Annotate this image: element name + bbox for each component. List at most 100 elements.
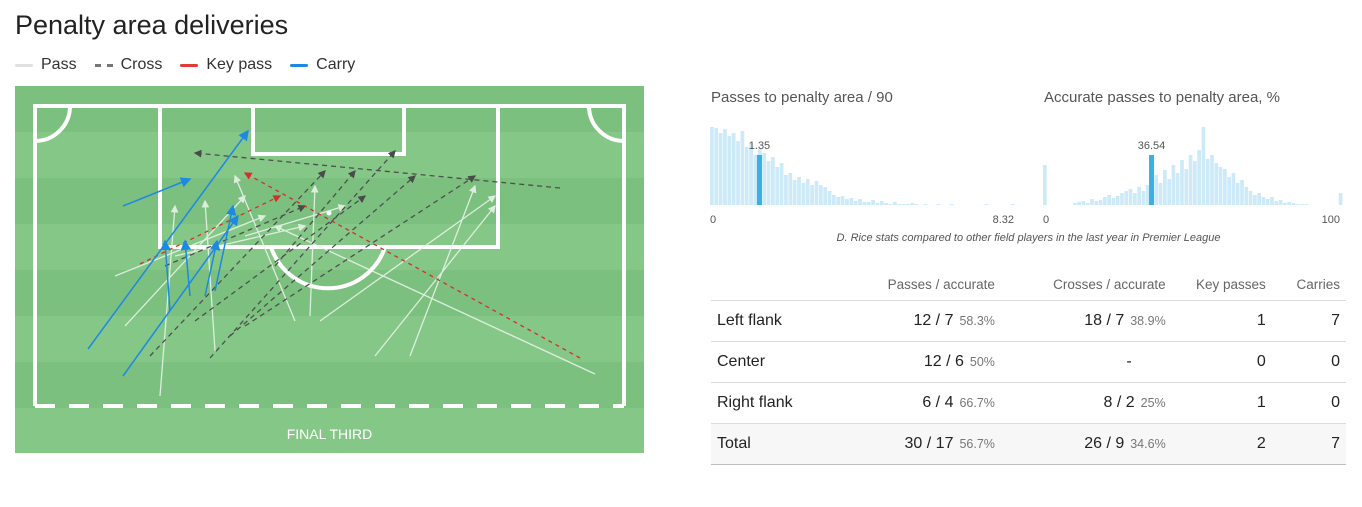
hist-bar [1158, 183, 1163, 205]
hist1-title: Passes to penalty area / 90 [711, 89, 893, 106]
hist-bar [1210, 155, 1214, 205]
passes-value: 6 / 4 [922, 394, 954, 411]
table-row: Left flank 12 / 7 58.3% 18 / 7 38.9% 1 7 [711, 300, 1346, 342]
crosses-cell: 26 / 9 34.6% [1000, 423, 1172, 465]
hist-bar [1205, 159, 1210, 205]
hist-bar [1128, 189, 1133, 205]
passes-pct: 66.7% [959, 396, 995, 410]
hist-bar [1115, 196, 1120, 205]
key-passes-cell: 0 [1171, 341, 1272, 383]
passes-cell: 12 / 6 50% [850, 341, 1001, 383]
legend-item-carry[interactable]: Carry [290, 56, 355, 74]
hist-bar [936, 204, 941, 205]
passes-cell: 12 / 7 58.3% [850, 300, 1001, 342]
legend-item-key-pass[interactable]: Key pass [180, 56, 272, 74]
hist-bar [740, 131, 745, 205]
hist-bar [814, 181, 819, 205]
column-header-passes[interactable]: Passes / accurate [850, 268, 1001, 301]
carries-cell: 7 [1271, 300, 1346, 342]
legend-label: Cross [120, 56, 163, 73]
hist-bar [1120, 193, 1124, 205]
hist-bar [949, 204, 954, 205]
legend-label: Carry [316, 56, 356, 73]
hist-bar [840, 196, 845, 205]
hist-bar [893, 202, 897, 205]
table-row: Center 12 / 6 50% - 0 0 [711, 341, 1346, 383]
hist-bar [1141, 191, 1146, 205]
hist-bar [779, 163, 784, 205]
carries-cell: 7 [1271, 423, 1346, 465]
hist-bar [1274, 201, 1279, 205]
hist-bar [753, 155, 758, 205]
crosses-pct: 25% [1140, 396, 1166, 410]
hist-bar [1223, 169, 1227, 205]
crosses-value: 18 / 7 [1084, 312, 1125, 329]
hist-bar [1300, 204, 1304, 205]
row-label: Center [711, 341, 851, 383]
hist-bar [718, 133, 723, 205]
crosses-pct: 34.6% [1130, 437, 1166, 451]
hist-bar [923, 204, 928, 205]
hist-bar [805, 179, 810, 205]
hist-bar [1287, 202, 1291, 205]
column-header-crosses[interactable]: Crosses / accurate [1000, 268, 1172, 301]
hist-bar [744, 147, 749, 205]
column-header-carries[interactable]: Carries [1271, 268, 1346, 301]
hist-bar [727, 136, 732, 205]
hist-bar [1175, 173, 1180, 205]
table-header-row: Passes / accurate Crosses / accurate Key… [711, 268, 1346, 301]
legend-label: Key pass [206, 56, 273, 73]
hist-bar [862, 202, 867, 205]
stats-table: Passes / accurate Crosses / accurate Key… [711, 268, 1346, 465]
hist-bar [1145, 185, 1150, 205]
key-passes-cell: 1 [1171, 300, 1272, 342]
cross-dash-icon [94, 63, 113, 67]
hist-bar [1248, 191, 1253, 205]
hist2-marker-label: 36.54 [1138, 140, 1166, 152]
hist-bar [784, 175, 788, 205]
hist-bar [1257, 193, 1261, 205]
hist-bar [736, 141, 740, 205]
pass-line-icon [15, 63, 33, 67]
hist-bar [1261, 197, 1266, 205]
table-total-row: Total 30 / 17 56.7% 26 / 9 34.6% 2 7 [711, 423, 1346, 465]
hist-bar [888, 204, 893, 205]
hist-bar [853, 201, 858, 205]
hist-bar [775, 167, 780, 205]
legend-item-cross[interactable]: Cross [94, 56, 163, 74]
hist-bar [827, 191, 832, 205]
passes-value: 12 / 7 [913, 312, 954, 329]
crosses-pct: 38.9% [1130, 314, 1166, 328]
carries-cell: 0 [1271, 341, 1346, 383]
hist-bar [723, 129, 727, 205]
hist1-max-label: 8.32 [993, 214, 1014, 226]
row-label: Right flank [711, 382, 851, 424]
key-passes-cell: 2 [1171, 423, 1272, 465]
pitch-zone-label: FINAL THIRD [287, 426, 373, 442]
legend-item-pass[interactable]: Pass [15, 56, 77, 74]
hist-bar [818, 185, 823, 205]
hist-bar [771, 157, 775, 205]
page-title: Penalty area deliveries [15, 10, 289, 40]
hist-bar [1291, 203, 1296, 205]
hist2-chart: 36.54 0 100 [1043, 127, 1343, 226]
hist1-chart: 1.35 0 8.32 [710, 127, 1015, 226]
crosses-cell: - [1000, 341, 1172, 383]
passes-pct: 58.3% [959, 314, 995, 328]
hist-bar [1338, 193, 1343, 205]
hist-bar [1167, 179, 1171, 205]
hist-bar [1107, 195, 1111, 205]
hist-bar [875, 203, 880, 205]
column-header-key-passes[interactable]: Key passes [1171, 268, 1272, 301]
pitch-map: FINAL THIRD [15, 86, 644, 453]
hist-bar [1235, 183, 1240, 205]
hist-bar [1154, 175, 1159, 205]
crosses-value: 8 / 2 [1103, 394, 1135, 411]
hist-bar [797, 177, 801, 205]
hist-bar [1137, 187, 1141, 205]
hist-bar [801, 183, 806, 205]
hist-bar [845, 199, 849, 205]
hist-bar [884, 203, 889, 205]
hist-bar [1094, 201, 1099, 205]
hist-bar [1098, 200, 1103, 205]
